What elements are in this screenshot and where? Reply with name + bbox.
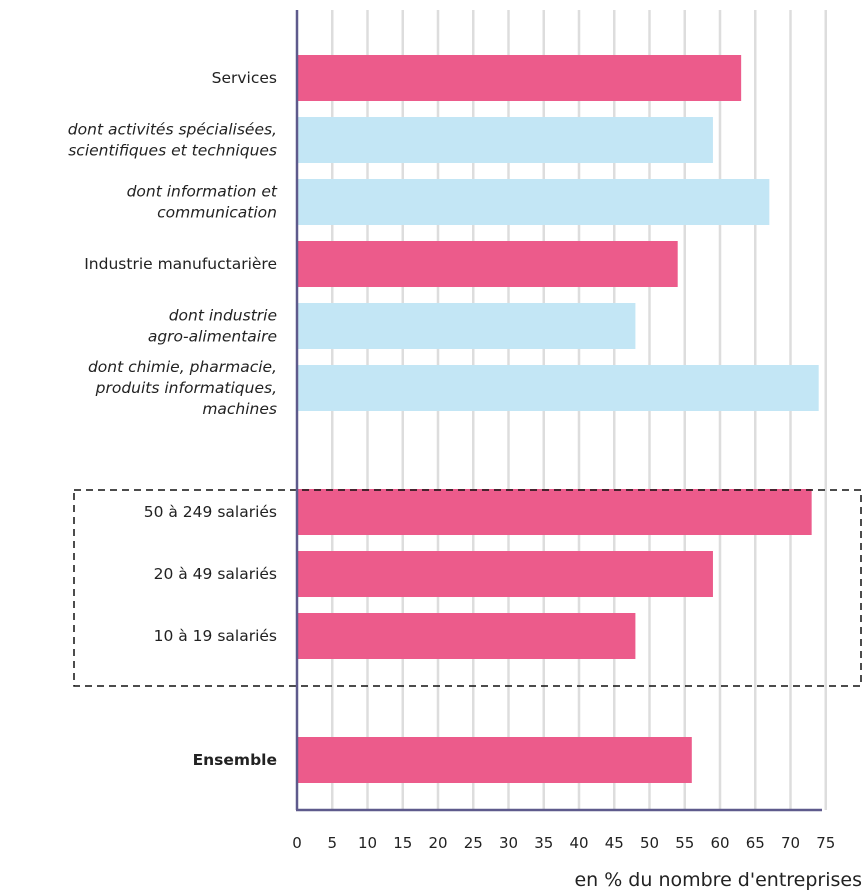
x-tick-label-0: 0: [292, 834, 302, 852]
x-tick-label-75: 75: [816, 834, 835, 852]
category-label-line: agro-alimentaire: [148, 328, 277, 346]
category-label-6: 50 à 249 salariés: [144, 503, 277, 521]
category-label-line: communication: [157, 204, 277, 222]
category-labels: Services dont activités spécialisées, scie…: [68, 69, 278, 769]
x-tick-label-30: 30: [499, 834, 518, 852]
category-label-line: 10 à 19 salariés: [154, 627, 277, 645]
x-tick-labels: 0 5 10 15 20 25 30 35 40 45 50 55 60 65 70 75: [292, 834, 835, 852]
category-label-line: 20 à 49 salariés: [154, 565, 277, 583]
category-label-line: dont chimie, pharmacie,: [88, 358, 277, 376]
x-tick-label-50: 50: [640, 834, 659, 852]
bar-3: [297, 241, 678, 287]
x-tick-label-45: 45: [605, 834, 624, 852]
x-tick-label-40: 40: [569, 834, 588, 852]
category-label-2: dont information et communication: [127, 183, 278, 222]
x-tick-label-5: 5: [327, 834, 337, 852]
category-label-4: dont industrie agro-alimentaire: [148, 307, 277, 346]
category-label-line: dont activités spécialisées,: [68, 121, 277, 139]
x-tick-label-20: 20: [428, 834, 447, 852]
bar-6: [297, 489, 812, 535]
x-tick-label-70: 70: [781, 834, 800, 852]
x-tick-label-10: 10: [358, 834, 377, 852]
category-label-line: scientifiques et techniques: [68, 142, 277, 160]
bar-8: [297, 613, 636, 659]
x-tick-label-60: 60: [710, 834, 729, 852]
category-label-line: produits informatiques,: [95, 379, 277, 397]
x-tick-label-55: 55: [675, 834, 694, 852]
category-label-7: 20 à 49 salariés: [154, 565, 277, 583]
category-label-line: Services: [212, 69, 277, 87]
category-label-line: Ensemble: [193, 751, 277, 769]
category-label-3: Industrie manufuctarière: [84, 255, 277, 273]
x-tick-label-35: 35: [534, 834, 553, 852]
category-label-5: dont chimie, pharmacie, produits informat…: [88, 358, 277, 418]
bar-9: [297, 737, 692, 783]
category-label-line: 50 à 249 salariés: [144, 503, 277, 521]
bar-7: [297, 551, 713, 597]
bar-5: [297, 365, 819, 411]
category-label-0: Services: [212, 69, 277, 87]
category-label-line: dont industrie: [169, 307, 277, 325]
category-label-line: Industrie manufuctarière: [84, 255, 277, 273]
x-tick-label-65: 65: [746, 834, 765, 852]
x-axis-title: en % du nombre d'entreprises: [574, 869, 862, 890]
category-label-1: dont activités spécialisées, scientifique…: [68, 121, 277, 160]
bar-4: [297, 303, 636, 349]
x-tick-label-25: 25: [464, 834, 483, 852]
bars: [297, 55, 819, 783]
x-tick-label-15: 15: [393, 834, 412, 852]
category-label-line: dont information et: [127, 183, 278, 201]
category-label-8: 10 à 19 salariés: [154, 627, 277, 645]
category-label-9: Ensemble: [193, 751, 277, 769]
bar-0: [297, 55, 742, 101]
bar-1: [297, 117, 713, 163]
category-label-line: machines: [202, 400, 277, 418]
bar-2: [297, 179, 770, 225]
